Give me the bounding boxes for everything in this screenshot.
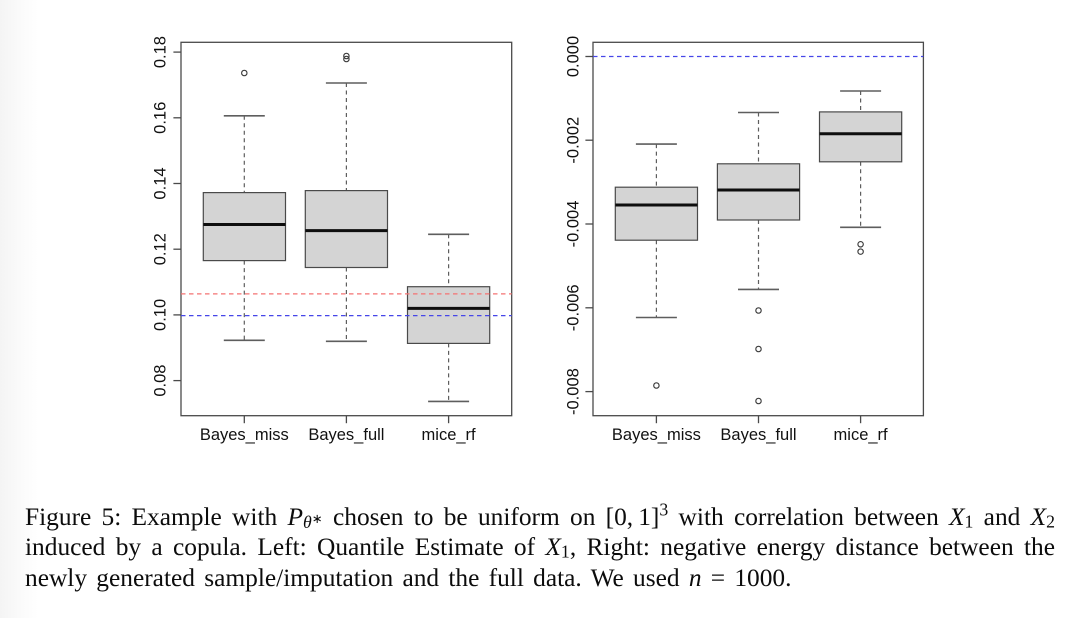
svg-text:0.10: 0.10 (152, 299, 170, 331)
svg-text:-0.008: -0.008 (565, 368, 583, 415)
svg-text:0.12: 0.12 (152, 233, 170, 265)
svg-text:-0.006: -0.006 (565, 284, 583, 331)
svg-text:Bayes_full: Bayes_full (308, 426, 384, 444)
svg-text:Bayes_full: Bayes_full (720, 426, 796, 444)
svg-text:Bayes_miss: Bayes_miss (612, 426, 701, 444)
svg-text:Bayes_miss: Bayes_miss (200, 426, 289, 444)
svg-text:mice_rf: mice_rf (422, 426, 477, 444)
svg-text:mice_rf: mice_rf (834, 426, 889, 444)
svg-text:0.16: 0.16 (152, 102, 170, 134)
svg-text:-0.004: -0.004 (565, 201, 583, 248)
svg-text:0.18: 0.18 (152, 36, 170, 68)
svg-text:-0.002: -0.002 (565, 117, 583, 164)
svg-text:0.14: 0.14 (152, 167, 170, 199)
svg-text:0.000: 0.000 (565, 36, 583, 77)
svg-text:0.08: 0.08 (152, 365, 170, 397)
